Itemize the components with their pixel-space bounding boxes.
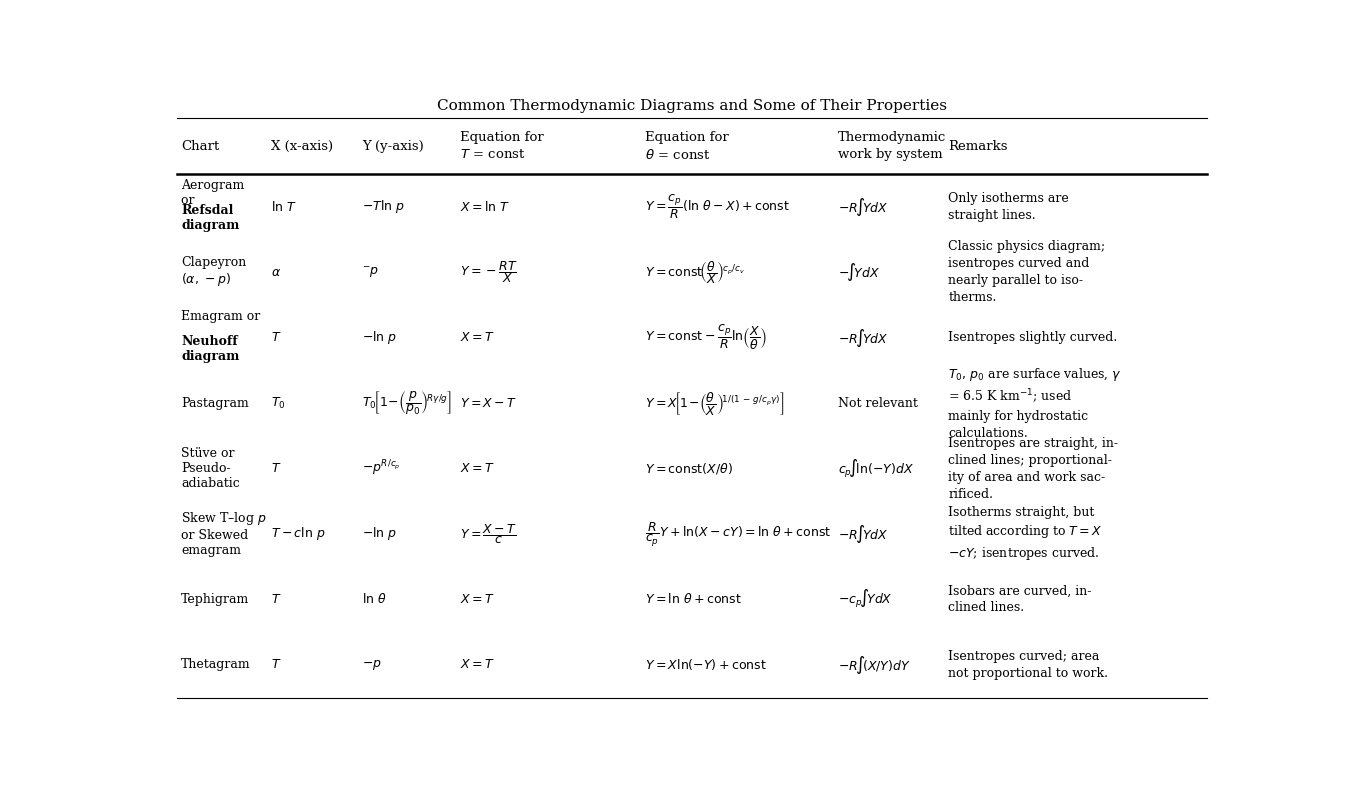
Text: $T$: $T$ <box>271 658 282 671</box>
Text: Only isotherms are
straight lines.: Only isotherms are straight lines. <box>948 192 1069 222</box>
Text: $Y = X - T$: $Y = X - T$ <box>459 397 517 409</box>
Text: $T$: $T$ <box>271 331 282 344</box>
Text: Thermodynamic
work by system: Thermodynamic work by system <box>838 131 946 161</box>
Text: Emagram or: Emagram or <box>181 310 261 338</box>
Text: Clapeyron
$(\alpha,\,-p)$: Clapeyron $(\alpha,\,-p)$ <box>181 256 247 288</box>
Text: $-\!\int\!YdX$: $-\!\int\!YdX$ <box>838 261 880 283</box>
Text: $T_0\!\left[1\!-\!\left(\dfrac{p}{p_0}\right)^{\!R\gamma/g}\right]$: $T_0\!\left[1\!-\!\left(\dfrac{p}{p_0}\r… <box>362 389 452 417</box>
Text: Isentropes curved; area
not proportional to work.: Isentropes curved; area not proportional… <box>948 650 1108 680</box>
Text: Thetagram: Thetagram <box>181 658 251 671</box>
Text: $\alpha$: $\alpha$ <box>271 266 281 279</box>
Text: $\ln\,\theta$: $\ln\,\theta$ <box>362 593 387 607</box>
Text: Skew T–log $p$
or Skewed
emagram: Skew T–log $p$ or Skewed emagram <box>181 510 267 558</box>
Text: $-c_p\!\int\!YdX$: $-c_p\!\int\!YdX$ <box>838 589 894 611</box>
Text: $Y = \mathrm{const}\!\left(\dfrac{\theta}{X}\right)^{\!c_p/c_v}$: $Y = \mathrm{const}\!\left(\dfrac{\theta… <box>645 259 745 286</box>
Text: $c_p\!\int\!\ln(-Y)dX$: $c_p\!\int\!\ln(-Y)dX$ <box>838 458 914 480</box>
Text: Isobars are curved, in-
clined lines.: Isobars are curved, in- clined lines. <box>948 585 1092 615</box>
Text: $X = T$: $X = T$ <box>459 593 494 606</box>
Text: Isentropes are straight, in-
clined lines; proportional-
ity of area and work sa: Isentropes are straight, in- clined line… <box>948 436 1118 500</box>
Text: $Y = \mathrm{const}(X/\theta)$: $Y = \mathrm{const}(X/\theta)$ <box>645 461 733 476</box>
Text: $X = T$: $X = T$ <box>459 331 494 344</box>
Text: $Y = X\ln(-Y) + \mathrm{const}$: $Y = X\ln(-Y) + \mathrm{const}$ <box>645 657 767 672</box>
Text: $Y = \ln\,\theta + \mathrm{const}$: $Y = \ln\,\theta + \mathrm{const}$ <box>645 593 741 607</box>
Text: Common Thermodynamic Diagrams and Some of Their Properties: Common Thermodynamic Diagrams and Some o… <box>437 99 946 114</box>
Text: $-\ln\,p$: $-\ln\,p$ <box>362 329 398 346</box>
Text: $Y = \mathrm{const} - \dfrac{c_p}{R}\ln\!\left(\dfrac{X}{\theta}\right)$: $Y = \mathrm{const} - \dfrac{c_p}{R}\ln\… <box>645 323 767 352</box>
Text: $X = T$: $X = T$ <box>459 658 494 671</box>
Text: $-R\!\int\!YdX$: $-R\!\int\!YdX$ <box>838 327 890 349</box>
Text: $-p$: $-p$ <box>362 658 382 672</box>
Text: Refsdal
diagram: Refsdal diagram <box>181 204 240 232</box>
Text: $-T\ln\,p$: $-T\ln\,p$ <box>362 198 405 215</box>
Text: $-R\!\int\!(X/Y)dY$: $-R\!\int\!(X/Y)dY$ <box>838 654 911 676</box>
Text: $T$: $T$ <box>271 593 282 606</box>
Text: $-R\!\int\!YdX$: $-R\!\int\!YdX$ <box>838 196 890 218</box>
Text: $\ln\,T$: $\ln\,T$ <box>271 200 297 214</box>
Text: Pastagram: Pastagram <box>181 397 248 409</box>
Text: $Y = -\dfrac{RT}{X}$: $Y = -\dfrac{RT}{X}$ <box>459 260 517 285</box>
Text: Remarks: Remarks <box>948 140 1007 153</box>
Text: $T_0,\,p_0$ are surface values, $\gamma$
= 6.5 K km$^{-1}$; used
mainly for hydr: $T_0,\,p_0$ are surface values, $\gamma$… <box>948 366 1122 440</box>
Text: $Y = \dfrac{X-T}{c}$: $Y = \dfrac{X-T}{c}$ <box>459 522 517 546</box>
Text: Chart: Chart <box>181 140 220 153</box>
Text: $T_0$: $T_0$ <box>271 395 286 410</box>
Text: $X = T$: $X = T$ <box>459 462 494 475</box>
Text: $T - c\ln\,p$: $T - c\ln\,p$ <box>271 525 325 543</box>
Text: Isentropes slightly curved.: Isentropes slightly curved. <box>948 331 1118 344</box>
Text: Y (y-axis): Y (y-axis) <box>362 140 424 153</box>
Text: Tephigram: Tephigram <box>181 593 250 606</box>
Text: $^{-}p$: $^{-}p$ <box>362 264 379 280</box>
Text: $X = \ln\,T$: $X = \ln\,T$ <box>459 200 510 214</box>
Text: $-R\!\int\!YdX$: $-R\!\int\!YdX$ <box>838 523 890 545</box>
Text: $Y = X\!\left[1\!-\!\left(\dfrac{\theta}{X}\right)^{\!1/(1\,-\,g/c_p\gamma)}\rig: $Y = X\!\left[1\!-\!\left(\dfrac{\theta}… <box>645 390 784 417</box>
Text: Not relevant: Not relevant <box>838 397 918 409</box>
Text: Equation for
$\theta$ = const: Equation for $\theta$ = const <box>645 130 729 162</box>
Text: Isotherms straight, but
tilted according to $T = X$
$- cY$; isentropes curved.: Isotherms straight, but tilted according… <box>948 506 1103 563</box>
Text: $-p^{R/c_p}$: $-p^{R/c_p}$ <box>362 458 401 478</box>
Text: Equation for
$T$ = const: Equation for $T$ = const <box>459 131 543 161</box>
Text: X (x-axis): X (x-axis) <box>271 140 333 153</box>
Text: Classic physics diagram;
isentropes curved and
nearly parallel to iso-
therms.: Classic physics diagram; isentropes curv… <box>948 240 1106 305</box>
Text: $\dfrac{R}{c_p}Y + \ln(X - cY) = \ln\,\theta + \mathrm{const}$: $\dfrac{R}{c_p}Y + \ln(X - cY) = \ln\,\t… <box>645 520 832 548</box>
Text: Neuhoff
diagram: Neuhoff diagram <box>181 335 240 363</box>
Text: $T$: $T$ <box>271 462 282 475</box>
Text: $Y = \dfrac{c_p}{R}(\ln\,\theta - X) + \mathrm{const}$: $Y = \dfrac{c_p}{R}(\ln\,\theta - X) + \… <box>645 193 790 221</box>
Text: Aerogram
or: Aerogram or <box>181 179 244 208</box>
Text: $-\ln\,p$: $-\ln\,p$ <box>362 525 398 543</box>
Text: Stüve or
Pseudo-
adiabatic: Stüve or Pseudo- adiabatic <box>181 447 240 490</box>
